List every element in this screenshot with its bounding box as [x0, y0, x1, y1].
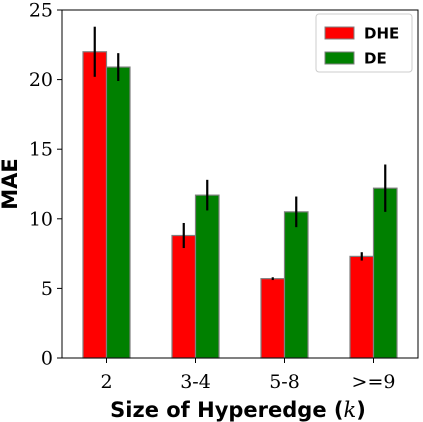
legend: DHE DE [315, 13, 413, 73]
x-tick-label: >=9 [352, 371, 396, 393]
x-axis: 2 3-4 5-8 >=9 [100, 358, 395, 393]
legend-swatch-de [324, 51, 355, 65]
y-axis-title: MAE [0, 158, 22, 210]
y-axis: 0 5 10 15 20 25 [29, 0, 62, 370]
x-axis-title-var: k [343, 398, 356, 422]
bar-dhe-2 [260, 278, 286, 359]
x-tick-label: 2 [100, 371, 112, 393]
bar-dhe-1 [171, 234, 197, 359]
legend-label-dhe: DHE [364, 25, 399, 43]
error-bars-group [93, 26, 387, 281]
y-tick-label: 0 [41, 348, 53, 370]
y-tick-label: 10 [29, 208, 53, 230]
bar-dhe-0 [82, 51, 108, 359]
x-tick-label: 5-8 [269, 371, 300, 393]
y-tick-label: 15 [29, 139, 53, 161]
x-tick-label: 3-4 [180, 371, 211, 393]
bar-de-3 [372, 187, 398, 359]
plot-frame [61, 9, 419, 359]
bar-de-1 [194, 194, 220, 359]
y-tick-label: 20 [29, 69, 53, 91]
bars-group [82, 51, 398, 359]
x-axis-title-text: Size of Hyperedge ( [110, 398, 343, 422]
bar-de-2 [283, 211, 309, 359]
legend-label-de: DE [364, 50, 387, 68]
bar-dhe-3 [349, 255, 375, 359]
y-tick-label: 5 [41, 278, 53, 300]
y-tick-label: 25 [29, 0, 53, 22]
legend-swatch-dhe [324, 26, 355, 40]
bar-de-0 [105, 66, 131, 359]
x-axis-title: Size of Hyperedge (k) [110, 398, 366, 422]
x-axis-title-close: ) [356, 398, 366, 422]
